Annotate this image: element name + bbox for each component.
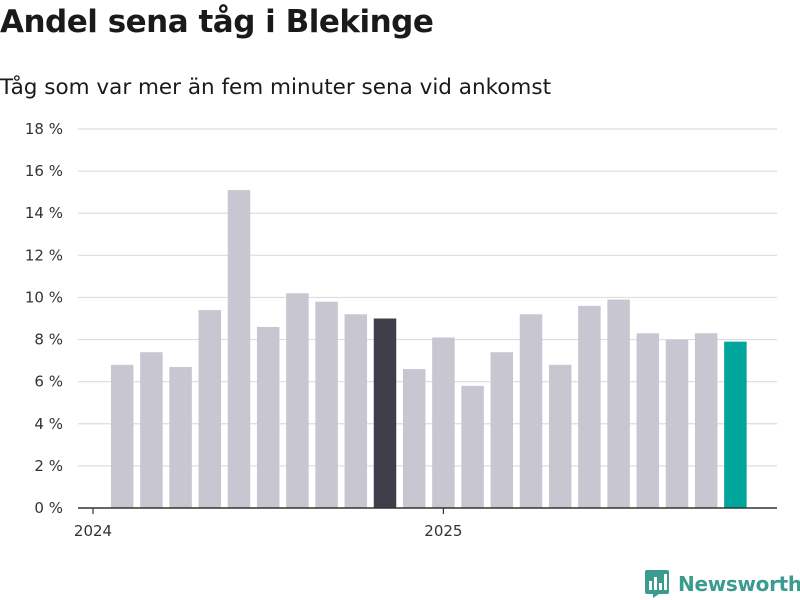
bar [110,364,134,508]
bar [636,333,660,508]
bar [578,305,601,508]
bar [724,341,747,508]
x-tick-label: 2024 [74,522,112,540]
bar [140,352,163,508]
bar [315,301,338,508]
chart-subtitle: Tåg som var mer än fem minuter sena vid … [0,75,552,100]
bar [665,339,689,508]
bar [694,333,718,508]
x-tick-label: 2025 [424,522,462,540]
bar [373,318,397,508]
y-tick-label: 14 % [25,204,63,222]
bar [490,352,514,508]
bar [198,310,222,508]
y-axis-ticks: 0 % 2 % 4 % 6 % 8 % 10 % 12 % 14 % 16 % 18 % [25,120,63,517]
bar [286,293,309,508]
bar [607,299,630,508]
bar [548,364,572,508]
bar [402,369,426,508]
bar [519,314,543,508]
newsworthy-logo: Newsworthy [644,568,800,600]
bar [461,385,484,508]
y-tick-label: 4 % [34,415,63,433]
y-tick-label: 16 % [25,162,63,180]
y-tick-label: 8 % [34,331,63,349]
chart-title: Andel sena tåg i Blekinge [0,4,434,40]
y-tick-label: 12 % [25,246,63,264]
gridlines [78,128,777,467]
bars [110,190,747,509]
y-tick-label: 10 % [25,288,63,306]
bar [432,337,455,508]
bar [256,326,280,508]
bar [344,314,368,508]
bar-chart-logo-icon [645,570,669,598]
y-tick-label: 2 % [34,457,63,475]
y-tick-label: 18 % [25,120,63,138]
x-axis: 2024 2025 [74,507,777,540]
y-tick-label: 6 % [34,373,63,391]
bar [169,366,192,508]
brand-name: Newsworthy [678,572,800,596]
bar [227,190,251,509]
y-tick-label: 0 % [34,499,63,517]
